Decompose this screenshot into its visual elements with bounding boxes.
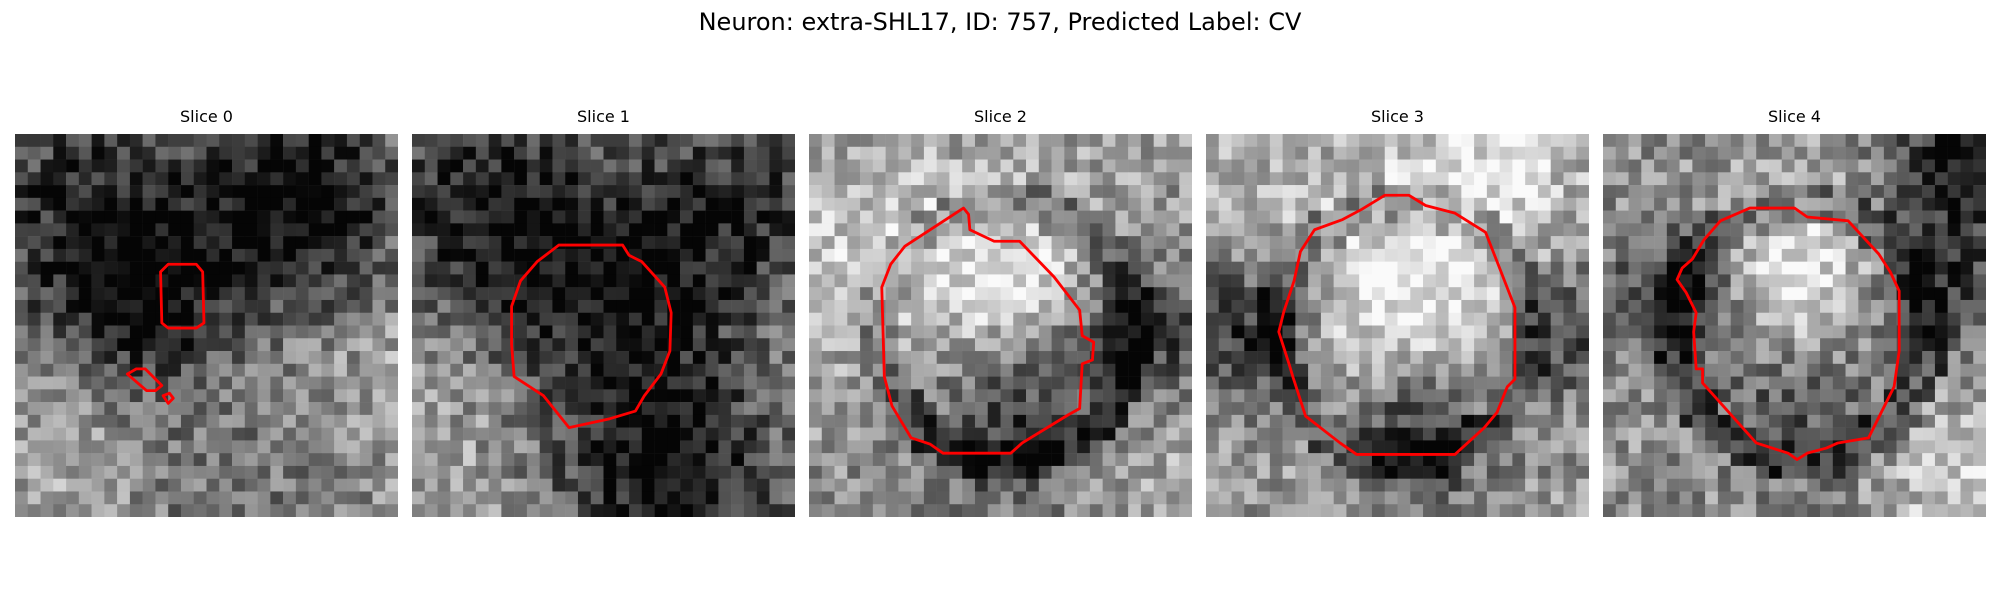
slice-title-1: Slice 1 — [577, 107, 630, 126]
contour-0a — [159, 262, 206, 330]
slice-panel-3: Slice 3 — [1206, 107, 1589, 517]
figure-title: Neuron: extra-SHL17, ID: 757, Predicted … — [698, 8, 1302, 36]
slice-image-0 — [15, 134, 398, 517]
contour-4 — [1675, 206, 1901, 461]
slice-panel-2: Slice 2 — [809, 107, 1192, 517]
contour-2 — [880, 206, 1096, 455]
slice-image-1 — [412, 134, 795, 517]
slice-panel-0: Slice 0 — [15, 107, 398, 517]
slice-image-3 — [1206, 134, 1589, 517]
slice-panel-4: Slice 4 — [1603, 107, 1986, 517]
slice-panel-1: Slice 1 — [412, 107, 795, 517]
slice-title-0: Slice 0 — [180, 107, 233, 126]
slice-image-2 — [809, 134, 1192, 517]
slice-title-3: Slice 3 — [1371, 107, 1424, 126]
contour-0c — [161, 391, 175, 405]
contour-1 — [510, 243, 673, 430]
contour-0b — [125, 367, 164, 393]
slice-title-2: Slice 2 — [974, 107, 1027, 126]
slice-title-4: Slice 4 — [1768, 107, 1821, 126]
slice-image-4 — [1603, 134, 1986, 517]
contour-3 — [1277, 193, 1517, 456]
